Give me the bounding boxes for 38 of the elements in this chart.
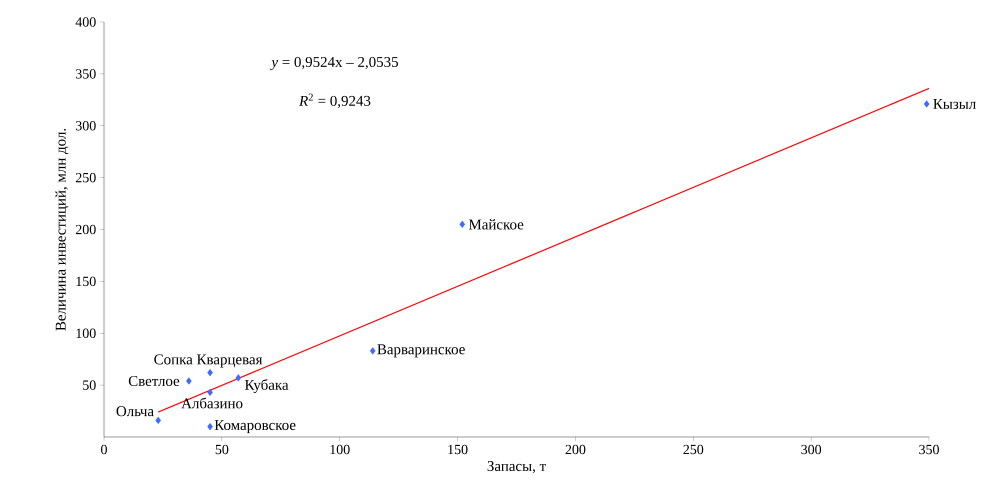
annotation: Кызыл: [933, 99, 976, 109]
point: [207, 422, 213, 430]
annotation: Албазино: [181, 398, 242, 408]
point: [236, 374, 242, 382]
annotation: Комаровское: [214, 420, 296, 434]
y-tick-label: 100: [76, 328, 96, 338]
annotation: Варваринское: [377, 344, 465, 358]
point: [207, 368, 213, 376]
y-axis-title: Величина инвестиций, млн дол.: [55, 128, 68, 331]
y-tick-label: 50: [83, 380, 96, 390]
point: [924, 100, 930, 108]
y-tick-label: 200: [76, 224, 96, 234]
y-tick-label: 400: [76, 17, 96, 27]
x-tick-label: 250: [683, 444, 704, 454]
x-axis-title: Запасы, т: [488, 461, 546, 474]
x-tick-label: 150: [448, 444, 468, 454]
point: [155, 416, 162, 424]
annotation: Сопка Кварцевая: [154, 354, 262, 368]
x-tick-label: 0: [101, 444, 107, 454]
x-tick-label: 50: [216, 444, 228, 454]
y-tick-label: 150: [76, 276, 96, 286]
annotation: Ольча: [116, 406, 154, 416]
y-tick-label: 300: [76, 121, 96, 130]
point: [207, 388, 213, 396]
point: [459, 220, 466, 228]
y-tick-label: 350: [76, 69, 96, 79]
point: [370, 347, 376, 355]
annotation: R$^{2}$ = 0,9243: [299, 94, 370, 108]
x-tick-label: 350: [919, 444, 939, 454]
x-tick-label: 100: [330, 444, 350, 454]
y-tick-label: 250: [76, 172, 96, 182]
point: [186, 377, 192, 385]
annotation: Майское: [468, 219, 524, 230]
annotation: y = 0,9524x – 2,0535: [270, 56, 398, 70]
annotation: Кубака: [244, 379, 288, 393]
x-tick-label: 300: [801, 444, 822, 454]
annotation: Светлое: [128, 376, 180, 386]
x-tick-label: 200: [566, 444, 586, 454]
